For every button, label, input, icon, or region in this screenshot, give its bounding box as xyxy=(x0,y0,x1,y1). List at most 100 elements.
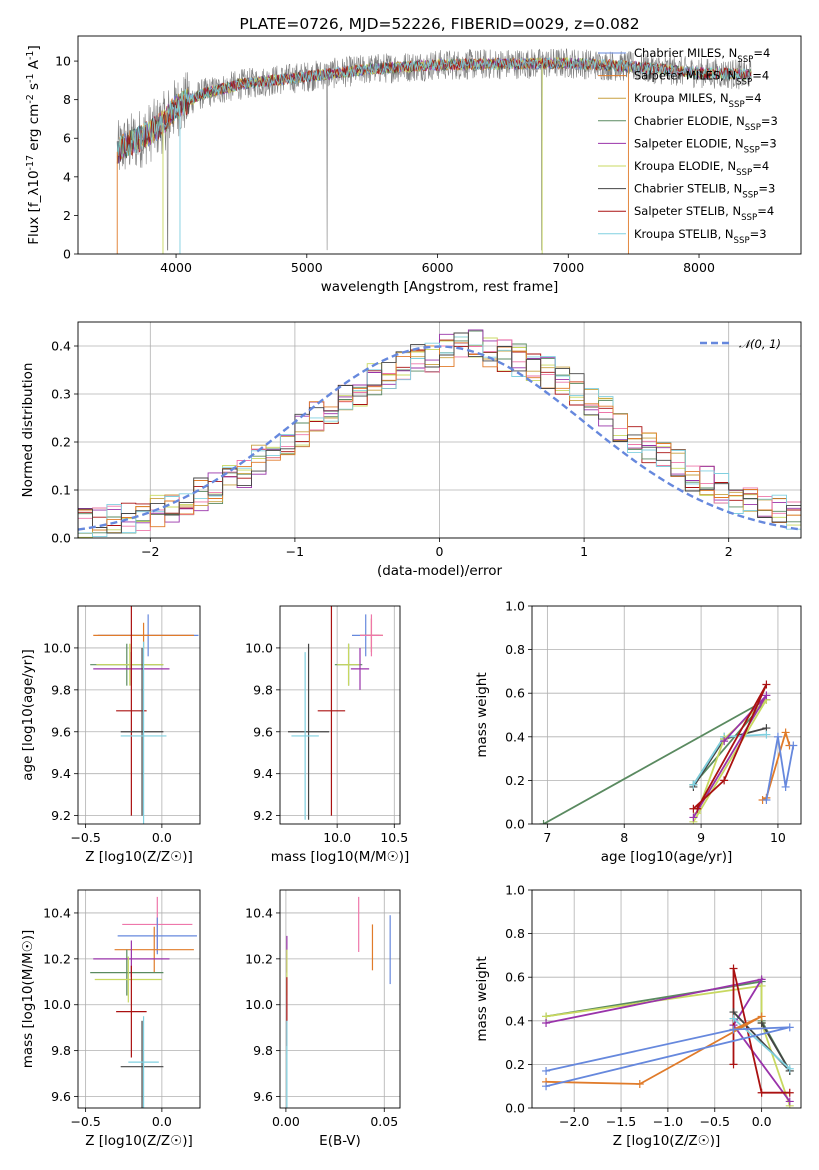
weight-marker xyxy=(781,782,790,791)
weight-marker xyxy=(693,804,702,813)
weight-series xyxy=(692,699,768,823)
y-tick-label: 0.4 xyxy=(51,339,71,354)
axes-frame xyxy=(279,605,401,825)
panel-age_vs_mass: 10.0 10.5 9.2 9.4 9.6 9.8 10.0 mass [log10(M/M☉… xyxy=(245,605,410,865)
weight-series xyxy=(545,1026,791,1088)
x-axis-label: (data-model)/error xyxy=(377,563,503,579)
x-axis-label: Z [log10(Z/Z☉)] xyxy=(85,849,193,865)
x-axis-label: Z [log10(Z/Z☉)] xyxy=(613,1133,721,1149)
errorbar-point xyxy=(120,1020,164,1108)
chart-title: PLATE=0726, MJD=52226, FIBERID=0029, z=0… xyxy=(239,15,639,33)
weight-marker xyxy=(689,780,698,789)
x-tick-label: 7 xyxy=(543,830,551,845)
weight-marker xyxy=(762,730,771,739)
panel-residual_hist: −2 −1 0 1 2 0.0 0.1 0.2 0.3 0.4 (data-model)/error… xyxy=(20,321,802,579)
weight-marker xyxy=(542,1066,551,1075)
y-tick-label: 0.4 xyxy=(505,729,525,744)
y-tick-label: 10.2 xyxy=(245,951,273,966)
errorbar-point xyxy=(96,643,164,686)
x-tick-label: 10.0 xyxy=(323,830,351,845)
weight-series xyxy=(545,978,791,1103)
axes-frame xyxy=(77,889,201,1109)
y-tick-label: 0.1 xyxy=(51,483,71,498)
plot-area xyxy=(532,890,801,1108)
y-tick-label: 10.2 xyxy=(43,951,71,966)
y-axis-label: Normed distribution xyxy=(20,363,36,498)
x-tick-label: 0.0 xyxy=(152,1114,172,1129)
y-tick-label: 9.8 xyxy=(253,1043,273,1058)
errorbar-point xyxy=(291,652,319,820)
y-tick-label: 0.8 xyxy=(505,926,525,941)
x-tick-label: −0.5 xyxy=(700,1114,730,1129)
weight-marker xyxy=(542,1018,551,1027)
axes-frame xyxy=(77,35,802,255)
x-tick-label: 8000 xyxy=(683,260,715,275)
x-tick-label: 1 xyxy=(580,544,588,559)
axes-frame xyxy=(531,889,802,1109)
x-tick-label: 8 xyxy=(620,830,628,845)
legend-entry: 𝒩(0, 1) xyxy=(739,337,781,351)
errorbar-point xyxy=(117,917,197,955)
y-tick-label: 10 xyxy=(55,54,71,69)
x-tick-label: −2.0 xyxy=(559,1114,589,1129)
y-tick-label: 9.6 xyxy=(51,724,71,739)
weight-marker xyxy=(757,1088,766,1097)
weight-marker xyxy=(720,737,729,746)
errorbar-point xyxy=(288,643,330,820)
x-tick-label: −1.0 xyxy=(653,1114,683,1129)
y-tick-label: 9.8 xyxy=(51,1043,71,1058)
histogram-chabrier_stelib xyxy=(78,332,801,538)
x-tick-label: −1 xyxy=(286,544,304,559)
axes-frame xyxy=(77,605,201,825)
weight-marker xyxy=(757,1012,766,1021)
x-tick-label: 10.5 xyxy=(380,830,408,845)
weight-series xyxy=(692,684,768,810)
weight-marker xyxy=(785,1023,794,1032)
y-tick-label: 10.0 xyxy=(245,640,273,655)
errorbar-point xyxy=(120,647,164,816)
y-tick-label: 9.6 xyxy=(253,724,273,739)
axes-frame xyxy=(531,605,802,825)
weight-marker xyxy=(542,1082,551,1091)
weight-marker xyxy=(789,741,798,750)
weight-marker xyxy=(762,680,771,689)
x-tick-label: 6000 xyxy=(422,260,454,275)
weight-marker xyxy=(785,1064,794,1073)
weight-marker xyxy=(781,728,790,737)
y-tick-label: 9.6 xyxy=(51,1089,71,1104)
y-tick-label: 0.0 xyxy=(51,531,71,546)
errorbar-point xyxy=(337,643,360,686)
weight-marker xyxy=(729,964,738,973)
x-tick-label: 0.0 xyxy=(752,1114,772,1129)
weight-marker xyxy=(689,813,698,822)
weight-marker xyxy=(729,1025,738,1034)
weight-marker xyxy=(762,691,771,700)
weight-series xyxy=(546,1015,763,1085)
x-tick-label: −0.5 xyxy=(70,830,100,845)
x-axis-label: mass [log10(M/M☉)] xyxy=(271,849,410,865)
panel-age_vs_Z: −0.5 0.0 9.2 9.4 9.6 9.8 10.0 Z [log10(Z/Z☉)] ag… xyxy=(20,605,201,865)
x-tick-label: 0.05 xyxy=(370,1114,398,1129)
x-tick-label: 9 xyxy=(697,830,705,845)
weight-marker xyxy=(762,796,771,805)
legend-entry: Chabrier STELIB, NSSP=3 xyxy=(634,182,775,201)
x-tick-label: 7000 xyxy=(552,260,584,275)
errorbar-point xyxy=(317,606,346,816)
weight-marker xyxy=(635,1080,644,1089)
weight-marker xyxy=(785,1088,794,1097)
y-tick-label: 0.6 xyxy=(505,686,525,701)
y-tick-label: 0.0 xyxy=(505,1101,525,1116)
y-tick-label: 10.4 xyxy=(43,905,71,920)
errorbar-point xyxy=(128,1016,159,1108)
plot-area xyxy=(280,606,400,824)
x-tick-label: 2 xyxy=(725,544,733,559)
weight-marker xyxy=(729,1060,738,1069)
axes-frame xyxy=(279,889,401,1109)
legend-entry: Salpeter ELODIE, NSSP=3 xyxy=(634,136,777,155)
normal-curve xyxy=(78,345,801,531)
weight-marker xyxy=(757,975,766,984)
y-axis-label: age [log10(age/yr)] xyxy=(20,649,36,781)
x-axis-label: Z [log10(Z/Z☉)] xyxy=(85,1133,193,1149)
x-tick-label: 5000 xyxy=(291,260,323,275)
weight-marker xyxy=(785,1097,794,1106)
